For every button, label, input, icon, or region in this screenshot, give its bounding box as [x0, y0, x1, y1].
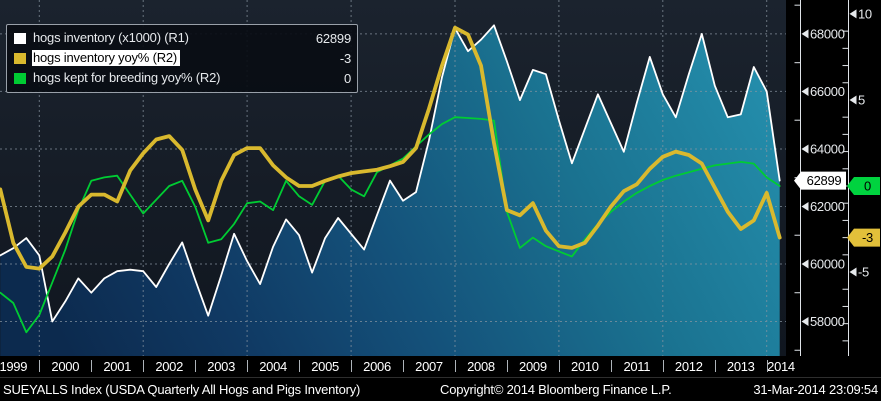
x-tick-label-1999: 1999	[0, 359, 28, 374]
inventory-area-fill	[0, 25, 780, 356]
series-line-0	[0, 24, 781, 323]
legend-label: hogs inventory yoy% (R2)	[32, 50, 181, 66]
x-tick-label-2001: 2001	[103, 359, 132, 374]
status-bar: SUEYALLS Index (USDA Quarterly All Hogs …	[0, 377, 881, 401]
year-separator-tick	[247, 360, 249, 372]
copyright-text: Copyright© 2014 Bloomberg Finance L.P.	[440, 382, 672, 397]
x-tick-label-2013: 2013	[726, 359, 755, 374]
r2-tick-label: -5	[858, 265, 869, 280]
year-separator-tick	[714, 360, 716, 372]
year-separator-tick	[610, 360, 612, 372]
legend-value: 0	[343, 70, 351, 86]
year-separator-tick	[39, 360, 41, 372]
x-tick-label-2011: 2011	[623, 359, 651, 374]
x-tick-label-2006: 2006	[363, 359, 391, 374]
legend-swatch	[14, 32, 26, 44]
r2-tick-label: 10	[858, 6, 872, 21]
axis-tag-0: 0	[847, 177, 880, 196]
chart-plot: 68000 66000 64000 62000 60000 58000 10 5 -5 62899…	[0, 0, 880, 356]
x-tick-label-2009: 2009	[519, 359, 547, 374]
legend-value: 62899	[315, 30, 351, 46]
year-separator-tick	[662, 360, 664, 372]
legend-value: -3	[339, 50, 351, 66]
x-tick-label-2014: 2014	[767, 359, 795, 374]
x-tick-label-2003: 2003	[207, 359, 236, 374]
x-tick-label-2000: 2000	[51, 359, 80, 374]
x-tick-label-2012: 2012	[674, 359, 703, 374]
year-separator-tick	[455, 360, 456, 372]
legend-item-1[interactable]: hogs inventory yoy% (R2) -3	[14, 48, 351, 68]
legend-swatch	[14, 52, 26, 64]
r1-tick-label: 62000	[810, 199, 845, 214]
svg-text:-3: -3	[862, 230, 873, 245]
year-separator-tick	[351, 360, 353, 372]
r1-tick-label: 68000	[810, 26, 845, 41]
gridlines	[0, 0, 786, 356]
r1-tick-label: 64000	[810, 141, 845, 156]
x-tick-label-2010: 2010	[571, 359, 599, 374]
svg-text:62899: 62899	[807, 173, 842, 188]
year-separator-tick	[299, 360, 301, 372]
r1-tick-label: 60000	[810, 256, 845, 271]
x-tick-label-2005: 2005	[311, 359, 339, 374]
legend-item-2[interactable]: hogs kept for breeding yoy% (R2) 0	[14, 68, 351, 88]
year-separator-tick	[558, 360, 560, 372]
axis-tag-62899: 62899	[794, 171, 846, 190]
x-axis-band: 1999 2000 2001 2002 2003 2004 2005 2006 2007 2008…	[0, 356, 881, 377]
x-tick-label-2007: 2007	[415, 359, 443, 374]
legend-label: hogs inventory (x1000) (R1)	[33, 30, 189, 45]
chart-legend: hogs inventory (x1000) (R1) 62899 hogs inv…	[6, 24, 358, 93]
r1-tick-label: 58000	[810, 314, 845, 329]
year-separator-tick	[91, 360, 93, 372]
legend-item-0[interactable]: hogs inventory (x1000) (R1) 62899	[14, 28, 351, 48]
timestamp: 31-Mar-2014 23:09:54	[753, 382, 878, 397]
year-separator-tick	[403, 360, 404, 372]
year-separator-tick	[143, 360, 145, 372]
legend-label: hogs kept for breeding yoy% (R2)	[33, 70, 221, 85]
x-tick-label-2002: 2002	[155, 359, 184, 374]
year-separator-tick	[195, 360, 197, 372]
x-tick-label-2008: 2008	[467, 359, 495, 374]
svg-text:0: 0	[864, 179, 871, 194]
year-separator-tick	[506, 360, 508, 372]
r2-tick-label: 5	[858, 92, 865, 107]
security-description: SUEYALLS Index (USDA Quarterly All Hogs …	[3, 382, 361, 397]
axis-tag--3: -3	[847, 228, 880, 247]
year-separator-tick	[766, 360, 768, 372]
r1-tick-label: 66000	[810, 84, 845, 99]
series-line-1	[0, 25, 782, 271]
x-tick-label-2004: 2004	[259, 359, 287, 374]
legend-swatch	[14, 72, 26, 84]
